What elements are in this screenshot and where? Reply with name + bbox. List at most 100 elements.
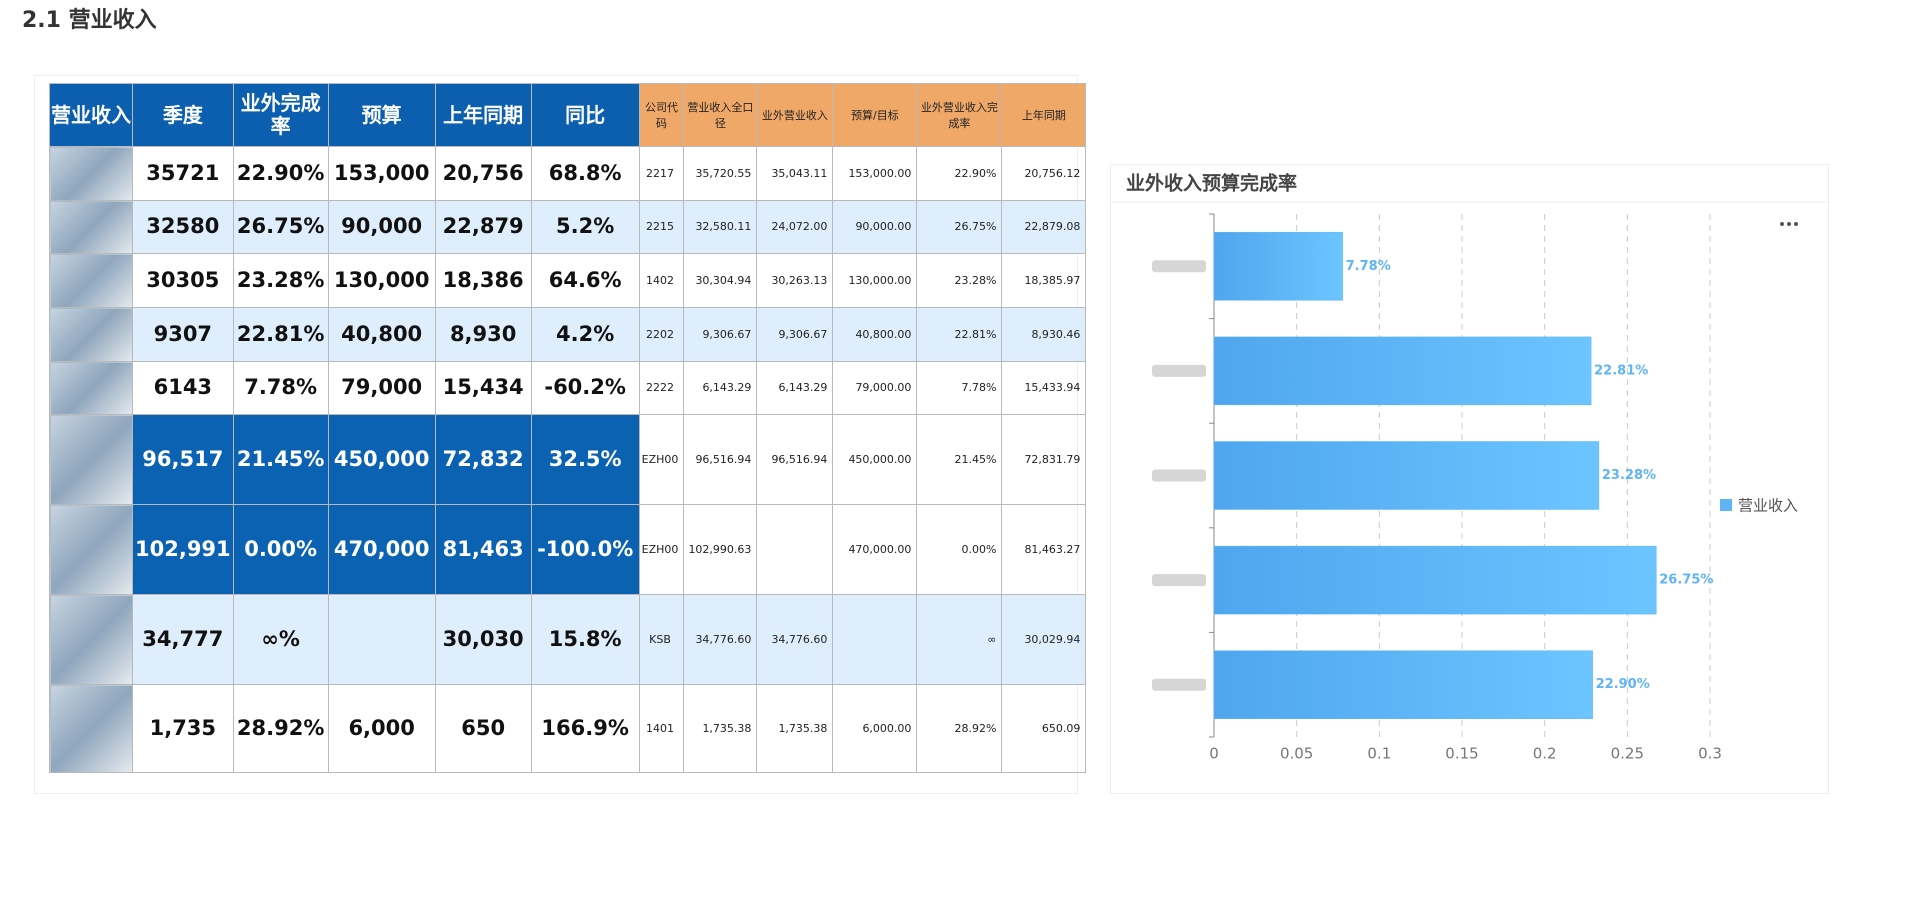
table-cell: -100.0%: [530, 504, 640, 595]
table-cell: 79,000.00: [832, 361, 918, 415]
table-cell: 20,756.12: [1001, 146, 1087, 201]
table-cell: 26.75%: [232, 200, 329, 254]
table-cell: 30,304.94: [683, 253, 758, 308]
table-cell: 5.2%: [530, 200, 640, 254]
header-cell: 上年同期: [1001, 83, 1087, 147]
table-cell: 34,777: [132, 594, 234, 685]
table-cell: 6,143.29: [683, 361, 758, 415]
table-cell: 153,000.00: [832, 146, 918, 201]
table-cell: 64.6%: [530, 253, 640, 308]
table-cell: 450,000: [327, 414, 436, 505]
header-cell: 上年同期: [434, 83, 532, 147]
table-cell: [49, 200, 133, 254]
table-cell: 15,433.94: [1001, 361, 1087, 415]
table-cell: 9307: [132, 307, 234, 362]
table-cell: 32580: [132, 200, 234, 254]
data-table: 营业收入 季度 业外完成率 预算 上年同期 同比 公司代码 营业收入全口径 业外营业收入 预算/目…: [49, 83, 1087, 773]
table-row: 35721 22.90% 153,000 20,756 68.8% 2217 35,720.…: [49, 146, 1087, 201]
table-cell: 2217: [638, 146, 685, 201]
table-row: 6143 7.78% 79,000 15,434 -60.2% 2222 6,143.29 6…: [49, 361, 1087, 415]
table-cell: 22.81%: [232, 307, 329, 362]
header-cell: 业外营业收入: [756, 83, 834, 147]
table-cell: 0.00%: [232, 504, 329, 595]
table-cell: 34,776.60: [756, 594, 834, 685]
table-cell: 8,930.46: [1001, 307, 1087, 362]
table-cell: 72,832: [434, 414, 532, 505]
table-row: 1,735 28.92% 6,000 650 166.9% 1401 1,735.38 1,7…: [49, 684, 1087, 773]
table-cell: 81,463.27: [1001, 504, 1087, 595]
table-cell: 22,879.08: [1001, 200, 1087, 254]
table-cell: 153,000: [327, 146, 436, 201]
table-cell: 0.00%: [916, 504, 1003, 595]
table-cell: 26.75%: [916, 200, 1003, 254]
table-cell: 96,516.94: [683, 414, 758, 505]
table-row: 30305 23.28% 130,000 18,386 64.6% 1402 30,304.…: [49, 253, 1087, 308]
table-cell: 35,720.55: [683, 146, 758, 201]
table-cell: 22,879: [434, 200, 532, 254]
table-cell: 1401: [638, 684, 685, 773]
table-cell: 96,516.94: [756, 414, 834, 505]
table-cell: [327, 594, 436, 685]
table-cell: ∞: [916, 594, 1003, 685]
table-cell: 18,385.97: [1001, 253, 1087, 308]
table-cell: 81,463: [434, 504, 532, 595]
table-cell: 7.78%: [916, 361, 1003, 415]
table-cell: 1,735: [132, 684, 234, 773]
header-cell: 业外营业收入完成率: [916, 83, 1003, 147]
table-cell: 72,831.79: [1001, 414, 1087, 505]
table-cell: 15.8%: [530, 594, 640, 685]
header-cell: 预算: [327, 83, 436, 147]
header-cell: 营业收入全口径: [683, 83, 758, 147]
table-cell: 68.8%: [530, 146, 640, 201]
table-cell: [49, 307, 133, 362]
table-cell: 18,386: [434, 253, 532, 308]
table-cell: [832, 594, 918, 685]
table-cell: 470,000.00: [832, 504, 918, 595]
table-cell: 102,991: [132, 504, 234, 595]
table-cell: KSB: [638, 594, 685, 685]
table-cell: 130,000.00: [832, 253, 918, 308]
table-cell: -60.2%: [530, 361, 640, 415]
table-cell: 4.2%: [530, 307, 640, 362]
table-cell: 22.90%: [916, 146, 1003, 201]
table-cell: 28.92%: [916, 684, 1003, 773]
table-cell: 30,263.13: [756, 253, 834, 308]
table-cell: 1,735.38: [683, 684, 758, 773]
table-cell: 6143: [132, 361, 234, 415]
table-cell: 650.09: [1001, 684, 1087, 773]
table-cell: 15,434: [434, 361, 532, 415]
table-row: 9307 22.81% 40,800 8,930 4.2% 2202 9,306.67 9,3…: [49, 307, 1087, 362]
table-row: 32580 26.75% 90,000 22,879 5.2% 2215 32,580.11…: [49, 200, 1087, 254]
table-cell: 130,000: [327, 253, 436, 308]
section-title: 2.1 营业收入: [22, 8, 157, 33]
table-cell: 22.81%: [916, 307, 1003, 362]
header-cell: 同比: [530, 83, 640, 147]
table-cell: [49, 361, 133, 415]
header-cell: 营业收入: [49, 83, 133, 147]
table-cell: 2202: [638, 307, 685, 362]
table-cell: EZH00: [638, 504, 685, 595]
table-cell: 40,800.00: [832, 307, 918, 362]
table-cell: 40,800: [327, 307, 436, 362]
table-cell: 21.45%: [232, 414, 329, 505]
table-cell: [756, 504, 834, 595]
table-cell: 1402: [638, 253, 685, 308]
table-cell: [49, 146, 133, 201]
table-cell: 35721: [132, 146, 234, 201]
header-cell: 预算/目标: [832, 83, 918, 147]
table-cell: 450,000.00: [832, 414, 918, 505]
table-cell: ∞%: [232, 594, 329, 685]
table-cell: 6,143.29: [756, 361, 834, 415]
table-cell: 34,776.60: [683, 594, 758, 685]
header-row: 营业收入 季度 业外完成率 预算 上年同期 同比 公司代码 营业收入全口径 业外营业收入 预算/目…: [49, 83, 1087, 147]
table-cell: 6,000.00: [832, 684, 918, 773]
table-row: 96,517 21.45% 450,000 72,832 32.5% EZH00 96,51…: [49, 414, 1087, 505]
table-cell: 2215: [638, 200, 685, 254]
table-cell: 9,306.67: [756, 307, 834, 362]
table-cell: 2222: [638, 361, 685, 415]
table-cell: 30305: [132, 253, 234, 308]
table-cell: 79,000: [327, 361, 436, 415]
table-cell: 23.28%: [232, 253, 329, 308]
table-cell: EZH00: [638, 414, 685, 505]
